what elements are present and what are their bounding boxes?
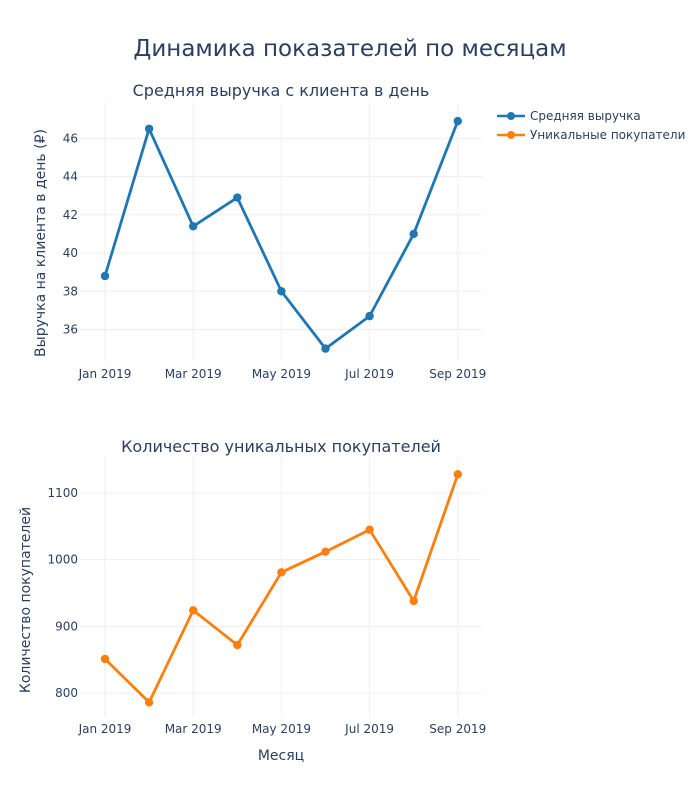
- data-point-revenue: [277, 287, 286, 296]
- legend[interactable]: Средняя выручка Уникальные покупатели: [497, 109, 685, 142]
- y-tick-label: 44: [63, 170, 78, 184]
- x-tick-label: Sep 2019: [429, 722, 486, 736]
- data-point-revenue: [233, 193, 242, 202]
- x-tick-label: May 2019: [252, 367, 311, 381]
- data-point-revenue: [365, 311, 374, 321]
- y-tick-label: 38: [63, 284, 78, 298]
- panel-title-customers: Количество уникальных покупателей: [121, 437, 441, 456]
- data-point-revenue: [321, 344, 330, 353]
- x-tick-label: Jul 2019: [344, 367, 394, 381]
- y-tick-label: 36: [63, 323, 78, 337]
- legend-label-revenue: Средняя выручка: [530, 109, 641, 123]
- panel-customers: Количество уникальных покупателей Количе…: [18, 437, 486, 764]
- data-point-customers: [189, 606, 198, 615]
- x-tick-label: May 2019: [252, 722, 311, 736]
- data-point-customers: [321, 547, 330, 556]
- data-point-customers: [144, 698, 154, 707]
- y-axis-title-customers: Количество покупателей: [18, 507, 34, 693]
- legend-marker-revenue: [507, 112, 515, 120]
- x-tick-label: Jul 2019: [344, 722, 394, 736]
- y-tick-label: 1100: [47, 486, 78, 500]
- data-point-revenue: [189, 222, 198, 231]
- x-tick-label: Sep 2019: [429, 367, 486, 381]
- y-tick-label: 46: [63, 131, 78, 145]
- y-tick-label: 42: [63, 208, 78, 222]
- data-point-customers: [277, 568, 286, 577]
- x-tick-label: Jan 2019: [78, 722, 132, 736]
- data-point-customers: [100, 654, 110, 664]
- legend-label-customers: Уникальные покупатели: [530, 128, 685, 142]
- y-tick-label: 800: [55, 686, 78, 700]
- x-tick-label: Mar 2019: [165, 367, 222, 381]
- data-point-customers: [233, 640, 242, 650]
- grid-customers: [80, 457, 482, 717]
- data-point-revenue: [453, 116, 462, 126]
- data-point-revenue: [100, 271, 110, 281]
- y-axis-title-revenue: Выручка на клиента в день (₽): [33, 129, 49, 357]
- data-point-revenue: [144, 124, 154, 133]
- x-tick-label: Jan 2019: [78, 367, 132, 381]
- data-point-customers: [365, 525, 374, 534]
- panel-title-revenue: Средняя выручка с клиента в день: [133, 81, 430, 100]
- y-tick-label: 900: [55, 619, 78, 633]
- legend-item-revenue[interactable]: Средняя выручка: [497, 109, 641, 123]
- data-point-customers: [409, 596, 418, 606]
- x-tick-label: Mar 2019: [165, 722, 222, 736]
- data-point-revenue: [409, 229, 418, 239]
- x-axis-title-customers: Месяц: [258, 748, 304, 764]
- grid-revenue: [80, 102, 482, 362]
- legend-marker-customers: [507, 131, 515, 139]
- data-point-customers: [453, 470, 462, 479]
- main-title: Динамика показателей по месяцам: [133, 36, 566, 62]
- y-tick-label: 40: [63, 246, 78, 260]
- y-tick-label: 1000: [47, 553, 78, 567]
- panel-revenue: Средняя выручка с клиента в день Выручка…: [33, 81, 486, 381]
- legend-item-customers[interactable]: Уникальные покупатели: [497, 128, 685, 142]
